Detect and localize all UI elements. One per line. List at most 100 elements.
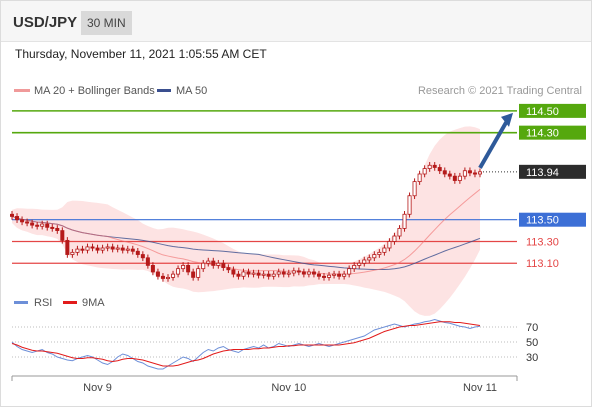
rsi-legend-label: RSI bbox=[34, 297, 52, 309]
candle-body bbox=[437, 167, 442, 172]
candle bbox=[30, 219, 35, 229]
candle-body bbox=[467, 170, 472, 174]
candle-body bbox=[176, 268, 181, 275]
candle bbox=[110, 243, 115, 253]
candle-body bbox=[45, 223, 50, 228]
candle-body bbox=[125, 248, 130, 251]
candle bbox=[462, 167, 467, 180]
level-badge-114-50 bbox=[519, 103, 586, 118]
candle-body bbox=[392, 235, 397, 242]
candle-body bbox=[306, 271, 311, 275]
level-badge-113-94 bbox=[519, 164, 586, 179]
candle-body bbox=[206, 260, 211, 264]
rsi-panel: 70 50 30 bbox=[11, 318, 538, 370]
candle bbox=[181, 262, 186, 272]
level-label-113-10: 113.10 bbox=[526, 258, 559, 270]
candle bbox=[125, 245, 130, 254]
candle bbox=[457, 172, 462, 184]
candle bbox=[472, 169, 477, 178]
candle-body bbox=[241, 271, 246, 277]
candle-body bbox=[165, 276, 170, 279]
price-levels: 114.50 114.30 113.94 113.50 113.30 113.10 bbox=[12, 103, 586, 270]
candle bbox=[377, 249, 382, 258]
candle-body bbox=[281, 271, 286, 275]
candle bbox=[477, 168, 482, 178]
datetime-label: Thursday, November 11, 2021 1:05:55 AM C… bbox=[15, 47, 267, 61]
candle-body bbox=[186, 265, 191, 273]
candle bbox=[80, 245, 85, 254]
candle-body bbox=[271, 273, 276, 277]
candle-body bbox=[387, 241, 392, 249]
candle-body bbox=[462, 170, 467, 177]
copyright-label: Research © 2021 Trading Central bbox=[418, 85, 582, 97]
candle bbox=[407, 192, 412, 218]
ma20-line bbox=[11, 189, 481, 275]
candle bbox=[291, 267, 296, 277]
rsi-ma-legend-swatch bbox=[63, 301, 77, 304]
candle bbox=[15, 213, 20, 223]
candle bbox=[150, 262, 155, 276]
candle bbox=[437, 164, 442, 174]
candle-body bbox=[291, 270, 296, 274]
candle bbox=[9, 211, 14, 220]
bollinger-band-area bbox=[12, 126, 480, 316]
candle-body bbox=[226, 267, 231, 271]
candle bbox=[165, 274, 170, 282]
candle-body bbox=[40, 223, 45, 227]
timeframe-badge[interactable]: 30 MIN bbox=[81, 11, 132, 35]
candle bbox=[40, 220, 45, 230]
level-label-114-50: 114.50 bbox=[526, 106, 559, 118]
candle-body bbox=[276, 271, 281, 275]
candle-body bbox=[135, 250, 140, 255]
x-axis: Nov 9 Nov 10 Nov 11 bbox=[11, 375, 518, 394]
candle bbox=[160, 273, 165, 282]
candle-body bbox=[231, 269, 236, 275]
candle-body bbox=[30, 222, 35, 226]
candle-body bbox=[191, 271, 196, 278]
candle bbox=[241, 268, 246, 280]
candle bbox=[65, 237, 70, 258]
candle-body bbox=[35, 224, 40, 227]
candle bbox=[427, 162, 432, 172]
ma50-legend-label: MA 50 bbox=[176, 85, 207, 97]
candle bbox=[60, 227, 65, 244]
candle-body bbox=[362, 259, 367, 264]
candle bbox=[95, 244, 100, 254]
candle-body bbox=[352, 265, 357, 270]
candle bbox=[256, 269, 261, 279]
candle-body bbox=[407, 195, 412, 215]
rsi-tick-50: 50 bbox=[526, 337, 538, 349]
ma20-legend-swatch bbox=[14, 89, 30, 92]
header-bar: USD/JPY 30 MIN bbox=[1, 1, 591, 42]
candle-body bbox=[9, 213, 14, 217]
candle bbox=[342, 270, 347, 280]
candle-body bbox=[342, 273, 347, 277]
ma50-legend-swatch bbox=[157, 89, 171, 92]
candles bbox=[9, 112, 513, 282]
candle bbox=[221, 259, 226, 271]
candle-body bbox=[20, 219, 25, 223]
candle-body bbox=[85, 246, 90, 251]
x-tick-nov-11: Nov 11 bbox=[463, 382, 497, 394]
candle-body bbox=[105, 246, 110, 249]
candle-body bbox=[130, 248, 135, 252]
candle bbox=[347, 265, 352, 278]
candle-body bbox=[427, 164, 432, 169]
candle-body bbox=[357, 262, 362, 266]
candle bbox=[135, 248, 140, 258]
candle bbox=[196, 265, 201, 281]
symbol-label: USD/JPY bbox=[13, 14, 78, 31]
candle-body bbox=[432, 164, 437, 168]
candle bbox=[145, 254, 150, 269]
candle-body bbox=[90, 246, 95, 249]
candle-body bbox=[75, 248, 80, 253]
candle bbox=[422, 165, 427, 178]
candle bbox=[261, 270, 266, 279]
candle-body bbox=[402, 213, 407, 229]
candle-body bbox=[171, 273, 176, 278]
moving-averages bbox=[11, 189, 481, 275]
candle bbox=[176, 265, 181, 278]
candle-body bbox=[145, 257, 150, 266]
rsi-tick-70: 70 bbox=[526, 322, 538, 334]
candle bbox=[387, 238, 392, 252]
